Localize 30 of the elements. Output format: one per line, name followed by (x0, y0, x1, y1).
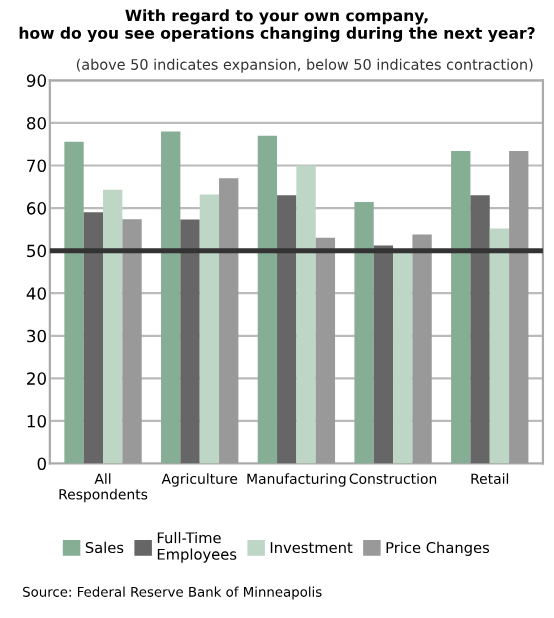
y-tick-label: 80 (27, 116, 46, 130)
bar (219, 178, 239, 464)
y-tick-label: 60 (27, 202, 46, 215)
bar (470, 195, 490, 464)
bar (83, 212, 104, 464)
bar (122, 219, 142, 464)
bar (393, 249, 413, 464)
bar (257, 135, 278, 464)
bar (296, 165, 316, 464)
y-tick-label: 50 (27, 244, 46, 258)
bar (277, 195, 297, 464)
bar (103, 189, 123, 464)
y-tick-label: 90 (26, 74, 46, 87)
bar (489, 228, 510, 464)
y-tick-label: 10 (27, 414, 46, 428)
y-tick-label: 40 (26, 287, 46, 300)
bar (354, 202, 374, 464)
y-tick-label: 20 (27, 372, 46, 385)
bar (199, 194, 220, 464)
bar (451, 151, 471, 464)
bar (509, 151, 529, 464)
bar (180, 219, 200, 464)
y-tick-label: 30 (27, 329, 46, 343)
bar (315, 237, 336, 464)
bar (64, 141, 84, 464)
y-tick-label: 0 (37, 457, 46, 471)
y-tick-label: 70 (27, 159, 46, 173)
bar (373, 245, 394, 464)
bar (412, 234, 432, 464)
bar (161, 131, 181, 464)
